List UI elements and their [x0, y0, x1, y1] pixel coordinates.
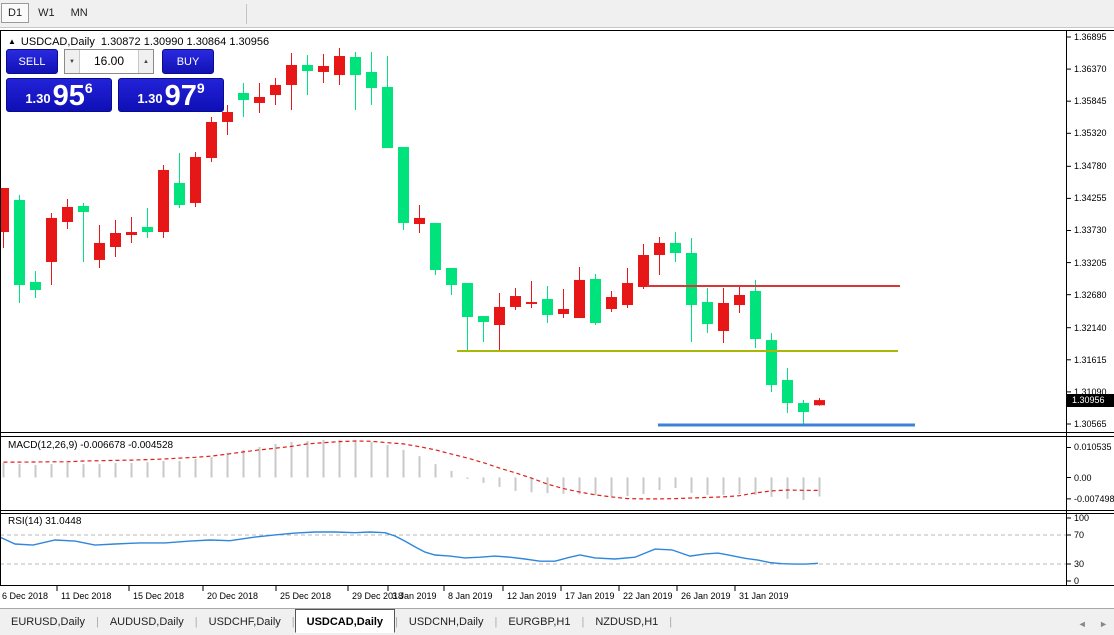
- price-axis-label: 1.34780: [1074, 161, 1107, 172]
- tab-audusd-daily[interactable]: AUDUSD,Daily: [109, 616, 184, 628]
- macd-axis-label: -0.007498: [1074, 493, 1114, 504]
- price-axis-label: 1.31615: [1074, 354, 1107, 365]
- scroll-left-icon: ◄: [1077, 619, 1087, 629]
- volume-stepper[interactable]: ▼ 16.00 ▲: [64, 49, 154, 74]
- tab-eurusd-daily[interactable]: EURUSD,Daily: [11, 616, 85, 628]
- date-axis-label: 15 Dec 2018: [133, 591, 185, 601]
- buy-price-pipette: 9: [196, 80, 205, 96]
- price-axis-border[interactable]: [1066, 30, 1067, 585]
- date-axis-label: 6 Dec 2018: [2, 591, 49, 601]
- tab-separator: |: [291, 616, 295, 628]
- sell-price-display[interactable]: 1.30 95 6: [6, 78, 112, 112]
- spin-up-icon: ▲: [143, 58, 149, 65]
- chart-title: ▲ USDCAD,Daily 1.30872 1.30990 1.30864 1.3…: [8, 36, 269, 48]
- rsi-axis-label: 0: [1074, 576, 1080, 586]
- tab-separator: |: [669, 616, 673, 628]
- price-axis-label: 1.36895: [1074, 32, 1107, 42]
- buy-price-prefix: 1.30: [137, 91, 163, 106]
- date-axis-label: 22 Jan 2019: [623, 591, 673, 601]
- macd-top-border: [0, 436, 1114, 437]
- rsi-axis-label: 100: [1074, 513, 1090, 523]
- sell-button[interactable]: SELL: [6, 49, 58, 74]
- spin-down-icon: ▼: [69, 58, 75, 65]
- timeframe-button-d1[interactable]: D1: [1, 3, 30, 23]
- timeframe-toolbar: D1 W1 MN: [0, 0, 1114, 28]
- rsi-label: RSI(14) 31.0448: [8, 516, 82, 527]
- date-axis-label: 31 Jan 2019: [739, 591, 789, 601]
- date-axis-label: 8 Jan 2019: [448, 591, 493, 601]
- scroll-left-button[interactable]: ◄: [1074, 617, 1091, 631]
- tab-usdcad-daily[interactable]: USDCAD,Daily: [294, 609, 396, 633]
- price-axis-label: 1.34255: [1074, 193, 1107, 204]
- date-axis-label: 12 Jan 2019: [507, 591, 557, 601]
- current-price-tag: 1.30956: [1067, 394, 1114, 407]
- tab-separator: |: [95, 616, 99, 628]
- tab-usdchf-daily[interactable]: USDCHF,Daily: [208, 616, 281, 628]
- price-axis-label: 1.33205: [1074, 257, 1107, 268]
- volume-decrease-button[interactable]: ▼: [65, 50, 80, 73]
- macd-axis-label: 0.00: [1074, 472, 1092, 483]
- one-click-trading-panel: SELL ▼ 16.00 ▲ BUY 1.30 95 6 1.30 97 9: [6, 49, 226, 112]
- date-axis-label: 20 Dec 2018: [207, 591, 259, 601]
- price-axis-label: 1.35320: [1074, 128, 1107, 139]
- tab-separator: |: [194, 616, 198, 628]
- chart-title-symbol: USDCAD,Daily: [20, 36, 95, 48]
- buy-button[interactable]: BUY: [162, 49, 214, 74]
- macd-label: MACD(12,26,9) -0.006678 -0.004528: [8, 440, 174, 451]
- buy-price-big: 97: [164, 80, 197, 112]
- date-axis-label: 29 Dec 2018: [352, 591, 404, 601]
- macd-bottom-border[interactable]: [0, 510, 1114, 511]
- chart-top-border: [0, 30, 1114, 31]
- volume-input[interactable]: 16.00: [93, 54, 125, 68]
- chart-left-border: [0, 30, 1, 585]
- rsi-axis-label: 30: [1074, 559, 1085, 569]
- tab-usdcnh-daily[interactable]: USDCNH,Daily: [408, 616, 484, 628]
- date-axis-label: 17 Jan 2019: [565, 591, 615, 601]
- rsi-bottom-border: [0, 585, 1114, 586]
- sell-price-prefix: 1.30: [25, 91, 51, 106]
- scroll-right-button[interactable]: ►: [1095, 617, 1112, 631]
- scroll-right-icon: ►: [1099, 619, 1108, 629]
- chart-tab-bar: EURUSD,Daily | AUDUSD,Daily | USDCHF,Daily | U…: [0, 608, 1114, 635]
- price-axis-label: 1.35845: [1074, 96, 1107, 107]
- symbol-marker-icon: ▲: [8, 37, 16, 46]
- volume-increase-button[interactable]: ▲: [138, 50, 153, 73]
- macd-axis-label: 0.010535: [1074, 442, 1112, 453]
- tab-eurgbp-h1[interactable]: EURGBP,H1: [508, 616, 571, 628]
- date-axis-label: 3 Jan 2019: [392, 591, 437, 601]
- date-axis-label: 11 Dec 2018: [61, 591, 112, 601]
- chart-title-ohlc: 1.30872 1.30990 1.30864 1.30956: [100, 36, 270, 48]
- toolbar-separator: [246, 4, 247, 24]
- sell-price-big: 95: [52, 80, 85, 112]
- timeframe-button-mn[interactable]: MN: [64, 3, 95, 23]
- chart-bottom-border[interactable]: [0, 432, 1114, 433]
- buy-price-display[interactable]: 1.30 97 9: [118, 78, 224, 112]
- price-axis-label: 1.31090: [1074, 386, 1107, 397]
- tab-nzdusd-h1[interactable]: NZDUSD,H1: [595, 616, 659, 628]
- tab-separator: |: [494, 616, 498, 628]
- tab-separator: |: [395, 616, 398, 628]
- rsi-axis-label: 70: [1074, 530, 1085, 540]
- rsi-top-border: [0, 513, 1114, 514]
- date-axis-label: 25 Dec 2018: [280, 591, 332, 601]
- tab-separator: |: [581, 616, 585, 628]
- date-axis-label: 26 Jan 2019: [681, 591, 731, 601]
- price-axis-label: 1.30565: [1074, 418, 1107, 429]
- sell-price-pipette: 6: [84, 80, 93, 96]
- price-axis-label: 1.33730: [1074, 225, 1107, 236]
- price-axis-label: 1.32680: [1074, 289, 1107, 300]
- price-axis-label: 1.32140: [1074, 322, 1107, 333]
- price-axis-label: 1.36370: [1074, 64, 1107, 75]
- timeframe-button-w1[interactable]: W1: [31, 3, 62, 23]
